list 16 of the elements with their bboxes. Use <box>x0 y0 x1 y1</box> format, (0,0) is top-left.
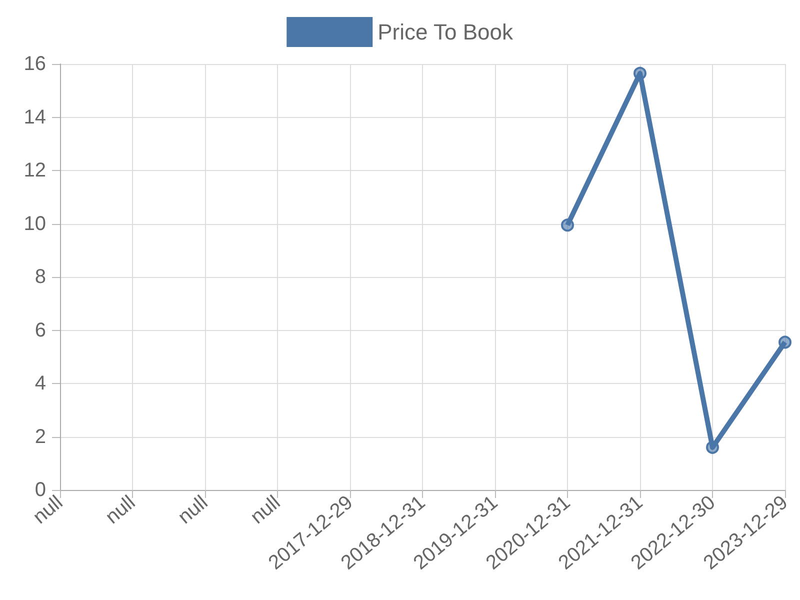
y-tick-label: 16 <box>24 53 46 75</box>
point <box>634 66 646 80</box>
y-tick-label: 4 <box>34 372 46 394</box>
x-tick-label: null <box>102 492 140 528</box>
y-tick-label: 6 <box>34 319 46 342</box>
y-tick-label: 10 <box>24 212 46 235</box>
y-tick-label: 14 <box>24 106 46 128</box>
x-tick-label: null <box>174 492 212 528</box>
point <box>561 218 574 232</box>
y-tick-label: 12 <box>24 160 46 182</box>
y-tick-label: 2 <box>34 426 46 448</box>
y-tick-label: 0 <box>34 479 46 501</box>
y-tick-label: 8 <box>34 266 46 288</box>
point <box>706 440 719 454</box>
point <box>778 336 792 349</box>
legend-label: Price To Book <box>378 20 514 44</box>
